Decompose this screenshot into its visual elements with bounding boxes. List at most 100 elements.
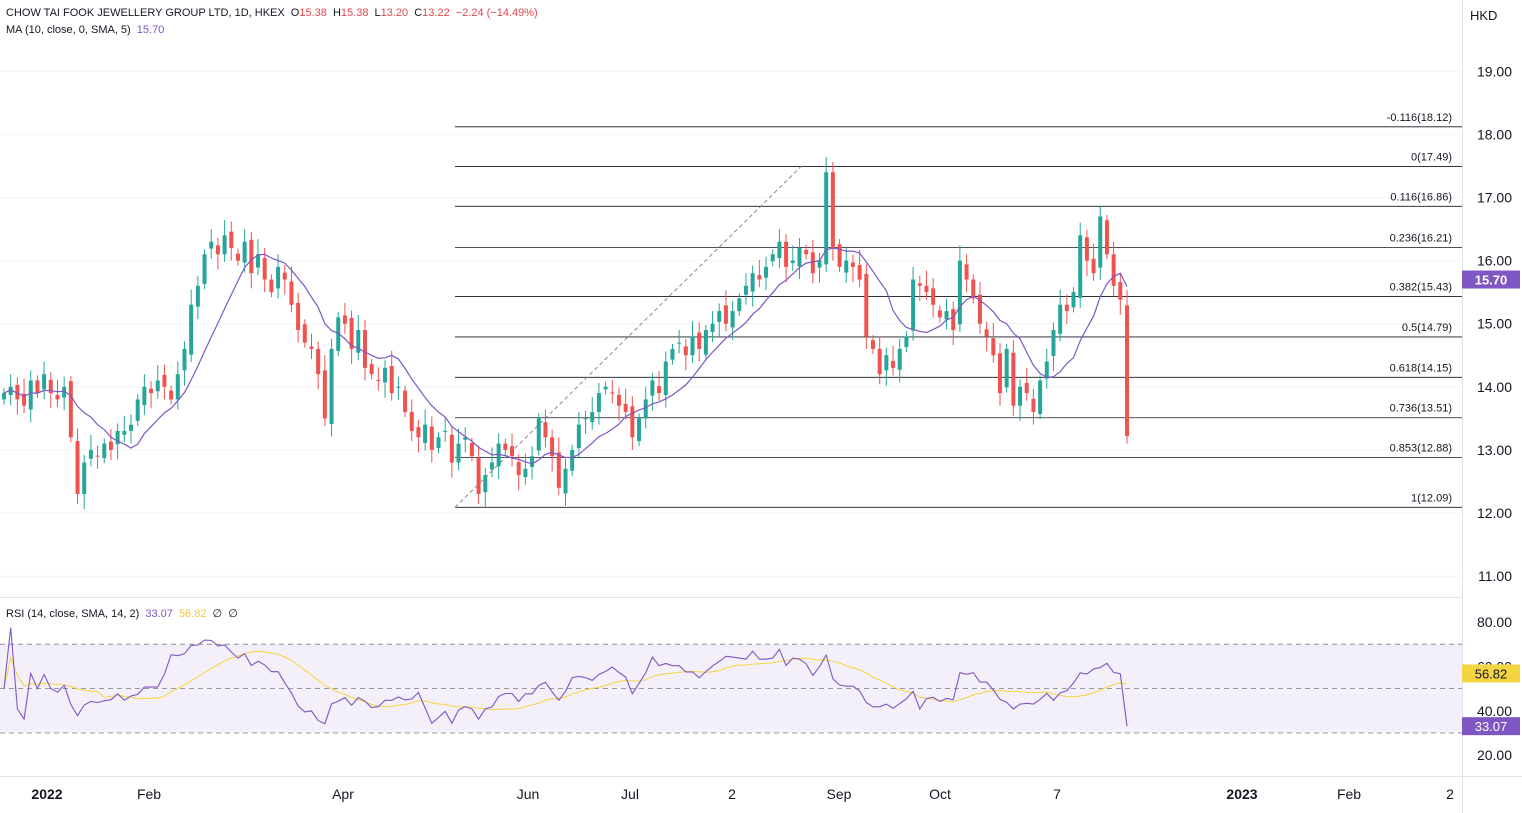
candle-body — [356, 330, 361, 353]
candle-body — [362, 330, 367, 368]
candle-body — [810, 252, 815, 274]
candle-body — [195, 285, 200, 307]
rsi-pane — [0, 643, 1462, 734]
rsi-label: RSI (14, close, SMA, 14, 2) — [6, 608, 140, 620]
rsi-tick-label: 20.00 — [1477, 747, 1512, 763]
candle — [129, 414, 134, 444]
candle-body — [650, 380, 655, 396]
candle-body — [463, 437, 468, 440]
candle — [717, 303, 722, 337]
candle-body — [35, 380, 40, 394]
candle-body — [703, 330, 708, 355]
candle-body — [1051, 330, 1056, 356]
ma-legend[interactable]: MA (10, close, 0, SMA, 5) 15.70 — [6, 24, 164, 36]
candle-body — [570, 449, 575, 471]
candle — [690, 321, 695, 363]
candle-body — [149, 388, 154, 394]
candle — [235, 248, 240, 266]
candle-body — [824, 172, 829, 265]
candle — [449, 427, 454, 478]
low-value: 13.20 — [380, 7, 409, 19]
candle — [697, 322, 702, 362]
candle-body — [409, 412, 414, 431]
candle — [610, 379, 615, 404]
candle-body — [857, 265, 862, 280]
candle — [1044, 348, 1049, 389]
close-label: C — [414, 7, 423, 19]
candle-body — [175, 374, 180, 400]
time-tick-label: 2 — [1446, 786, 1454, 802]
candle — [523, 453, 528, 485]
candle — [1078, 222, 1083, 308]
candle-body — [1078, 235, 1083, 298]
candle-body — [911, 279, 916, 331]
candle-body — [129, 424, 134, 431]
candle-body — [1071, 292, 1076, 308]
candle-body — [583, 418, 588, 420]
candle-body — [169, 390, 174, 400]
candle-body — [797, 247, 802, 267]
candle — [215, 237, 220, 270]
candle-body — [743, 285, 748, 295]
candle-body — [764, 266, 769, 278]
candle-body — [115, 430, 120, 445]
candle — [423, 409, 428, 451]
candle-body — [944, 311, 949, 320]
candle-body — [449, 434, 454, 463]
rsi-ma-last-value: 56.82 — [1475, 666, 1508, 681]
candle — [550, 429, 555, 472]
price-tick-label: 18.00 — [1477, 126, 1512, 142]
low-label: L — [374, 7, 381, 19]
candle — [603, 381, 608, 395]
candle-body — [2, 393, 6, 400]
rsi-legend[interactable]: RSI (14, close, SMA, 14, 2) 33.07 56.82 … — [6, 607, 238, 620]
ma-value: 15.70 — [136, 24, 165, 36]
price-axis[interactable]: 19.00 18.00 17.00 16.00 15.00 14.00 13.00 12.00… — [1477, 63, 1512, 584]
candle — [777, 229, 782, 269]
rsi-extra-1: ∅ — [212, 608, 223, 620]
candle — [710, 311, 715, 342]
candle — [456, 428, 461, 471]
candle — [931, 278, 936, 318]
candle — [269, 274, 274, 298]
candle-body — [1118, 282, 1123, 300]
candle — [316, 341, 321, 390]
fibonacci-retracement[interactable]: -0.116(18.12) 0(17.49) 0.116(16.86) 0.236(1… — [455, 112, 1462, 508]
candle-body — [530, 456, 535, 467]
candle-body — [677, 342, 682, 344]
time-axis[interactable]: 2022 Feb Apr Jun Jul 2 Sep Oct 7 2023 Feb 2 — [31, 786, 1454, 802]
price-tick-label: 14.00 — [1477, 379, 1512, 395]
ma-line — [3, 247, 1128, 465]
candle — [75, 428, 80, 505]
fib-level-label: 0.5(14.79) — [1402, 322, 1452, 334]
candle-body — [282, 272, 287, 280]
price-tick-label: 11.00 — [1478, 568, 1512, 584]
candle-body — [82, 462, 87, 495]
candle-body — [603, 386, 608, 390]
candle-body — [302, 324, 307, 343]
candle — [850, 254, 855, 283]
candle-body — [296, 302, 301, 331]
candle — [516, 454, 521, 491]
candle-body — [75, 441, 80, 495]
candle — [977, 282, 982, 334]
candle-body — [423, 424, 428, 443]
candle — [1011, 340, 1016, 416]
candle-body — [991, 338, 996, 356]
fib-level-label: 0(17.49) — [1411, 152, 1452, 164]
candle — [322, 355, 327, 426]
candle — [957, 245, 962, 332]
candle-body — [623, 403, 628, 413]
candle — [703, 324, 708, 360]
candle — [35, 375, 40, 399]
candle — [209, 229, 214, 259]
candle — [997, 343, 1002, 406]
time-tick-label: 7 — [1053, 786, 1061, 802]
candle — [1038, 375, 1043, 419]
candle — [496, 433, 501, 479]
candle — [369, 359, 374, 380]
candle — [757, 259, 762, 288]
time-tick-label: Apr — [332, 786, 354, 802]
